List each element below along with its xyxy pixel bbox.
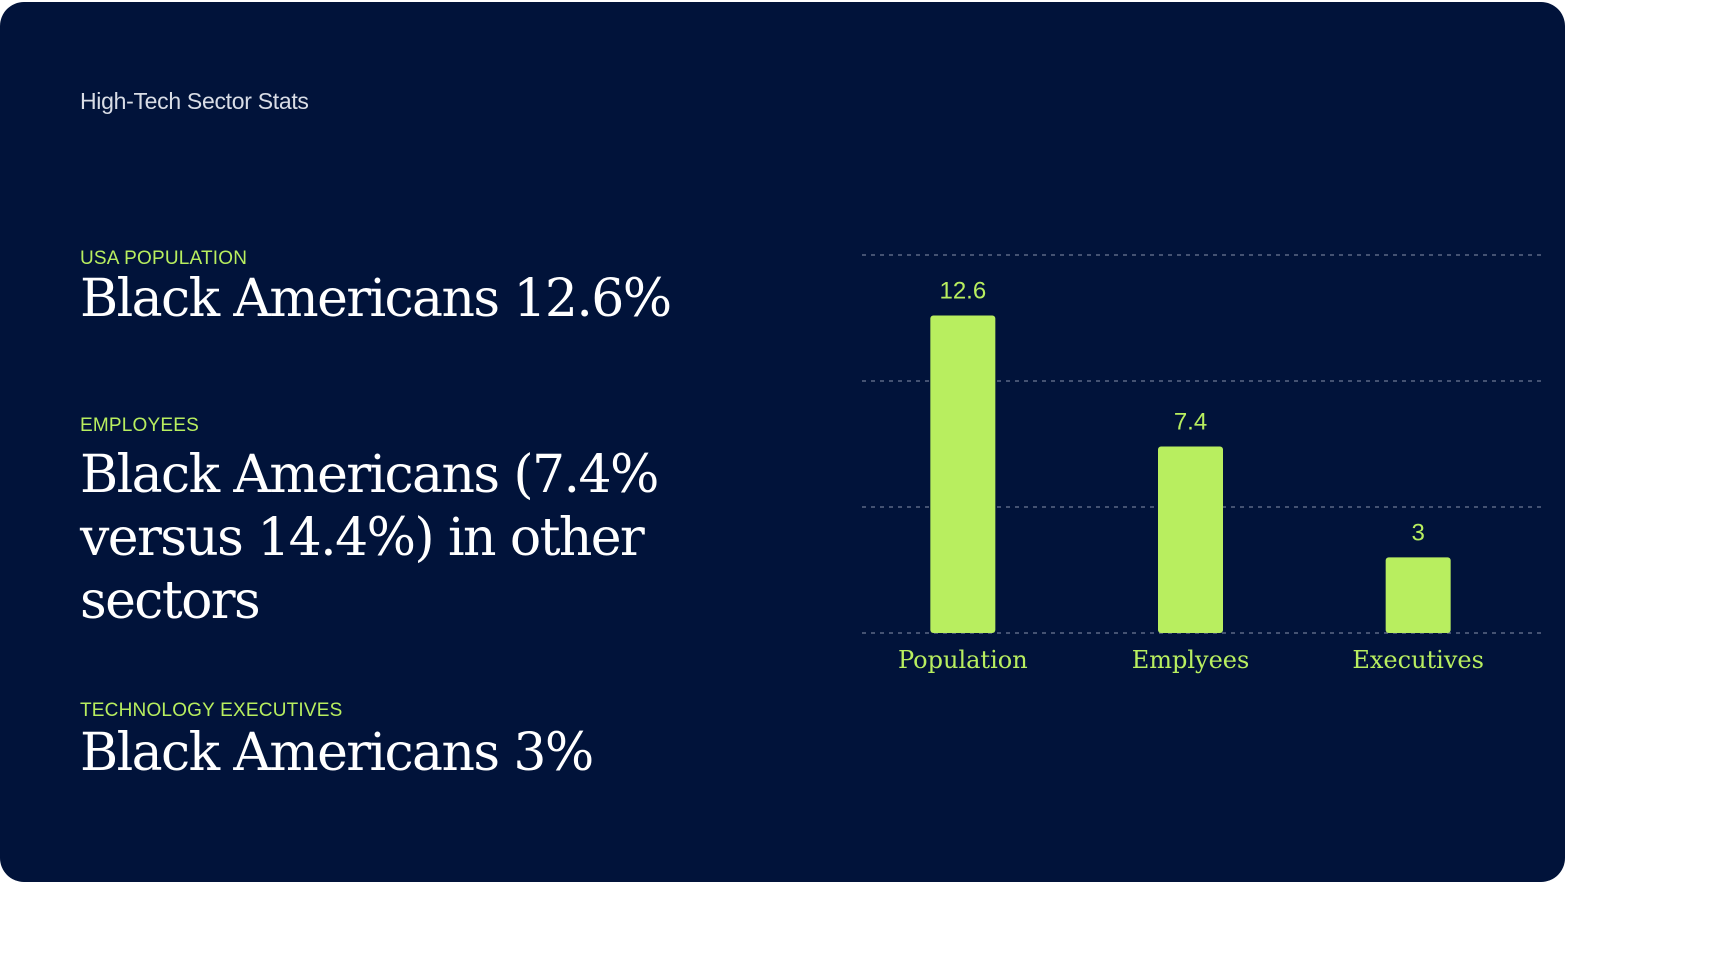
bar-emplyees <box>1158 446 1223 633</box>
stat-label-employees: EMPLOYEES <box>80 415 200 436</box>
category-label: Emplyees <box>1132 646 1250 674</box>
bar-chart: 12.6 Population 7.4 Emplyees 3 Executives <box>862 254 1545 674</box>
category-label: Population <box>898 646 1028 674</box>
stat-value-population: Black Americans 12.6% <box>80 269 672 329</box>
stat-value-executives: Black Americans 3% <box>80 723 594 783</box>
bar-executives <box>1385 557 1451 633</box>
stat-label-executives: TECHNOLOGY EXECUTIVES <box>80 700 343 721</box>
data-label: 12.6 <box>939 277 986 304</box>
data-label: 7.4 <box>1174 409 1207 436</box>
stat-value-employees: Black Americans (7.4% versus 14.4%) in o… <box>80 445 659 631</box>
category-label: Executives <box>1352 646 1484 674</box>
slide-header: High-Tech Sector Stats <box>80 88 309 114</box>
bar-population <box>930 315 996 633</box>
stat-label-population: USA POPULATION <box>80 248 248 269</box>
slide: High-Tech Sector Stats USA POPULATION Bl… <box>0 2 1565 882</box>
data-label: 3 <box>1411 519 1424 546</box>
